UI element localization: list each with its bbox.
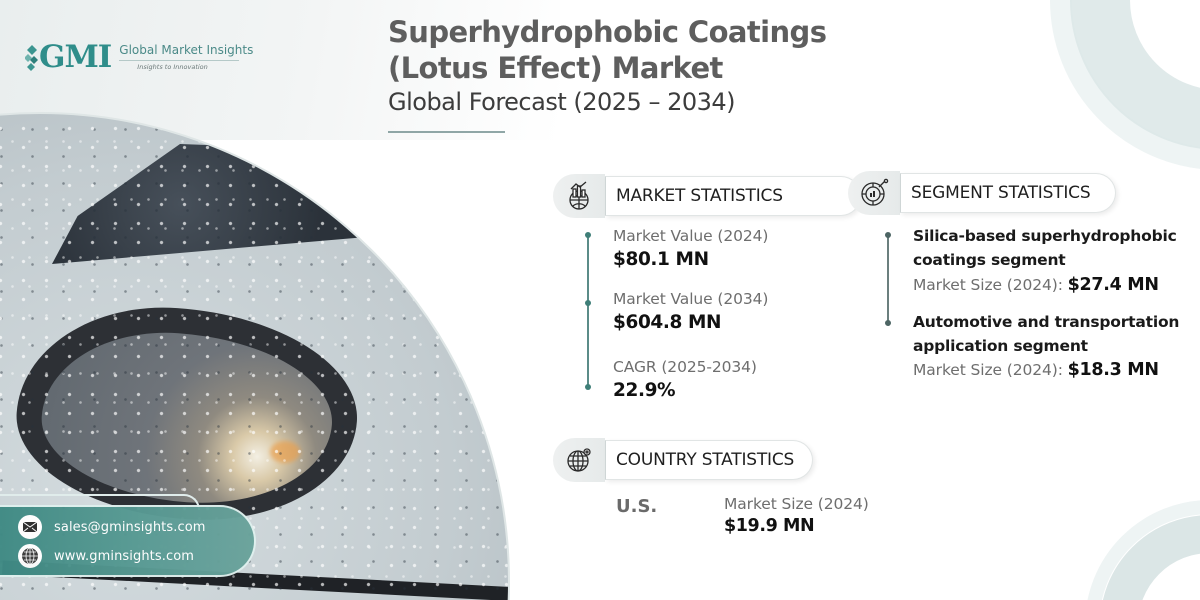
segment-automotive-size: Market Size (2024): $18.3 MN [913, 360, 1159, 380]
email-link[interactable]: sales@gminsights.com [18, 515, 206, 539]
timeline-dot [884, 320, 891, 326]
title-line-2: (Lotus Effect) Market [388, 51, 723, 85]
contact-box: sales@gminsights.com www.gminsights.com [0, 505, 256, 577]
country-statistics-pill: COUNTRY STATISTICS [605, 440, 813, 480]
website-link[interactable]: www.gminsights.com [18, 544, 194, 568]
logo-divider [119, 60, 240, 62]
market-value-2024: $80.1 MN [613, 249, 709, 270]
timeline-dot [584, 384, 591, 390]
segment-silica-size: Market Size (2024): $27.4 MN [913, 275, 1159, 295]
segment-automotive-title: Automotive and transportation applicatio… [913, 313, 1180, 355]
rainy-car-mirror-image [0, 112, 510, 600]
envelope-icon [18, 515, 42, 539]
email-text[interactable]: sales@gminsights.com [54, 519, 206, 535]
market-value-2024-label: Market Value (2024) [613, 227, 769, 245]
globe-icon [18, 544, 42, 568]
section-heading: SEGMENT STATISTICS [911, 183, 1091, 203]
timeline-dot [584, 300, 591, 306]
globe-chart-icon [553, 174, 605, 218]
market-value-2034: $604.8 MN [613, 312, 722, 333]
segment-silica-title: Silica-based superhydrophobic coatings s… [913, 227, 1177, 269]
market-statistics-pill: MARKET STATISTICS [605, 176, 861, 216]
section-heading: MARKET STATISTICS [616, 186, 783, 206]
report-title-block: Superhydrophobic Coatings (Lotus Effect)… [388, 14, 827, 133]
globe-pin-icon [553, 438, 605, 482]
brand-tagline: Insights to Innovation [137, 63, 208, 72]
section-heading: COUNTRY STATISTICS [616, 450, 795, 470]
logo-letters: GMI [39, 39, 112, 75]
title-divider [388, 131, 505, 133]
hero-photo [0, 100, 560, 600]
segment-timeline [887, 235, 889, 323]
market-statistics-header: MARKET STATISTICS [553, 174, 861, 218]
country-name: U.S. [616, 496, 658, 517]
size-label: Market Size (2024): [913, 276, 1063, 294]
pie-chart-target-icon [848, 171, 900, 215]
size-value: $27.4 MN [1067, 275, 1159, 295]
market-timeline [587, 235, 589, 388]
size-value: $18.3 MN [1067, 360, 1159, 380]
title-line-1: Superhydrophobic Coatings [388, 15, 827, 49]
gmi-logo[interactable]: GMI Global Market Insights Insights to I… [25, 42, 253, 73]
forecast-subtitle: Global Forecast (2025 – 2034) [388, 88, 736, 116]
segment-statistics-header: SEGMENT STATISTICS [848, 171, 1116, 215]
segment-statistics-pill: SEGMENT STATISTICS [900, 173, 1116, 213]
country-statistics-header: COUNTRY STATISTICS [553, 438, 813, 482]
timeline-dot [584, 232, 591, 238]
timeline-dot [884, 232, 891, 238]
brand-name: Global Market Insights [119, 42, 254, 57]
cagr-label: CAGR (2025-2034) [613, 358, 757, 376]
website-text[interactable]: www.gminsights.com [54, 548, 195, 564]
diamond-icon [25, 44, 38, 71]
size-label: Market Size (2024): [913, 361, 1063, 379]
country-size-value: $19.9 MN [724, 516, 815, 536]
logo-mark: GMI [25, 39, 112, 75]
market-value-2034-label: Market Value (2034) [613, 290, 769, 308]
cagr-value: 22.9% [613, 380, 676, 401]
country-size-label: Market Size (2024) [724, 495, 869, 513]
